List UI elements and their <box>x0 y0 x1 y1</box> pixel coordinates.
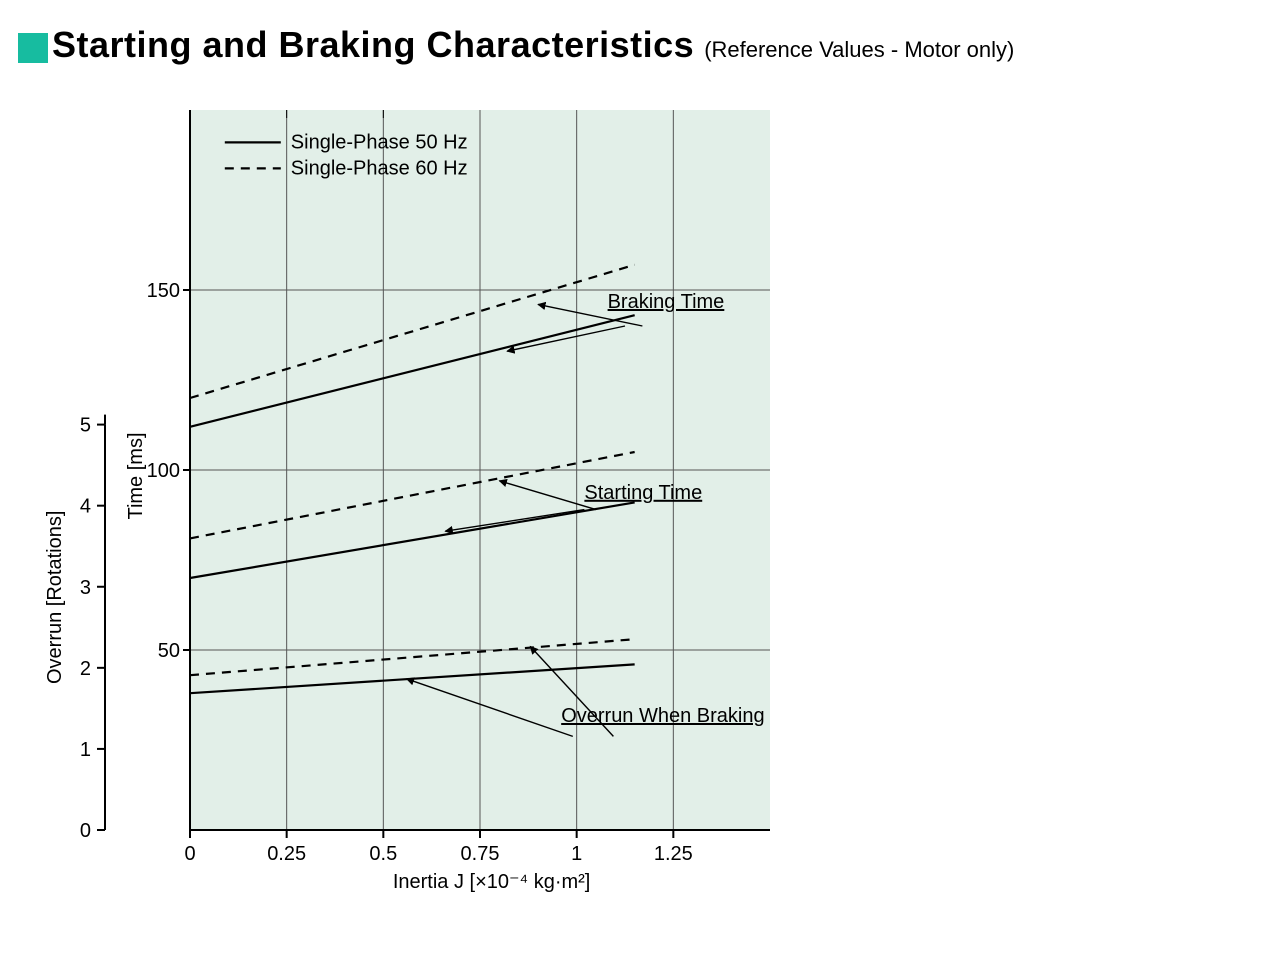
annotation-label: Starting Time <box>584 482 702 504</box>
svg-text:0.25: 0.25 <box>267 843 306 865</box>
svg-text:4: 4 <box>80 496 91 518</box>
svg-text:0: 0 <box>80 820 91 842</box>
annotation-label: Overrun When Braking <box>561 705 764 727</box>
svg-text:Overrun [Rotations]: Overrun [Rotations] <box>44 511 66 684</box>
svg-text:50: 50 <box>158 640 180 662</box>
svg-text:1: 1 <box>571 843 582 865</box>
svg-text:Time [ms]: Time [ms] <box>125 432 147 519</box>
svg-text:1: 1 <box>80 739 91 761</box>
svg-text:2: 2 <box>80 658 91 680</box>
svg-text:0.5: 0.5 <box>369 843 397 865</box>
svg-text:0.75: 0.75 <box>461 843 500 865</box>
page-root: Starting and Braking Characteristics (Re… <box>0 0 1280 960</box>
svg-text:5: 5 <box>80 415 91 437</box>
svg-text:0: 0 <box>184 843 195 865</box>
svg-text:100: 100 <box>147 460 180 482</box>
svg-text:Inertia J [×10⁻⁴ kg·m²]: Inertia J [×10⁻⁴ kg·m²] <box>393 871 591 893</box>
svg-text:Single-Phase 50 Hz: Single-Phase 50 Hz <box>291 131 468 153</box>
chart-container: 0 0.25 0.5 0.75 1 1.25 Inertia J [×10⁻⁴ kg·m²]… <box>30 100 810 925</box>
characteristics-chart: 0 0.25 0.5 0.75 1 1.25 Inertia J [×10⁻⁴ kg·m²]… <box>30 100 810 920</box>
page-subtitle: (Reference Values - Motor only) <box>704 37 1014 63</box>
svg-text:3: 3 <box>80 577 91 599</box>
header-bullet-icon <box>18 33 48 63</box>
svg-text:Single-Phase 60 Hz: Single-Phase 60 Hz <box>291 157 468 179</box>
annotation-label: Braking Time <box>608 291 725 313</box>
page-title: Starting and Braking Characteristics <box>52 24 694 66</box>
svg-text:150: 150 <box>147 280 180 302</box>
svg-text:1.25: 1.25 <box>654 843 693 865</box>
page-header: Starting and Braking Characteristics (Re… <box>18 24 1014 66</box>
